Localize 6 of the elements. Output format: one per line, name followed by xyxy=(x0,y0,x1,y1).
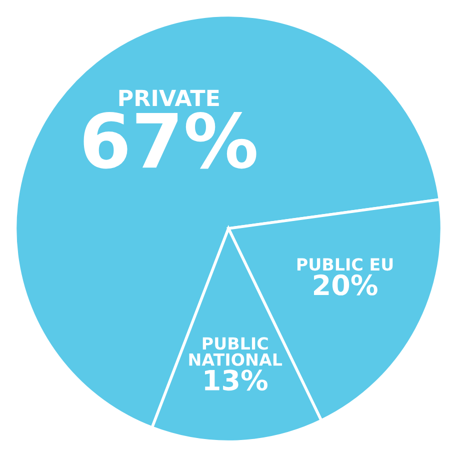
slice-label: PRIVATE xyxy=(119,90,219,106)
slice-label: PUBLIC EU xyxy=(297,258,393,271)
data-label: 20% xyxy=(314,274,378,296)
data-label: 13% xyxy=(205,370,268,391)
slice-label: PUBLIC NATIONAL xyxy=(189,337,282,366)
data-label: 67% xyxy=(84,112,256,169)
